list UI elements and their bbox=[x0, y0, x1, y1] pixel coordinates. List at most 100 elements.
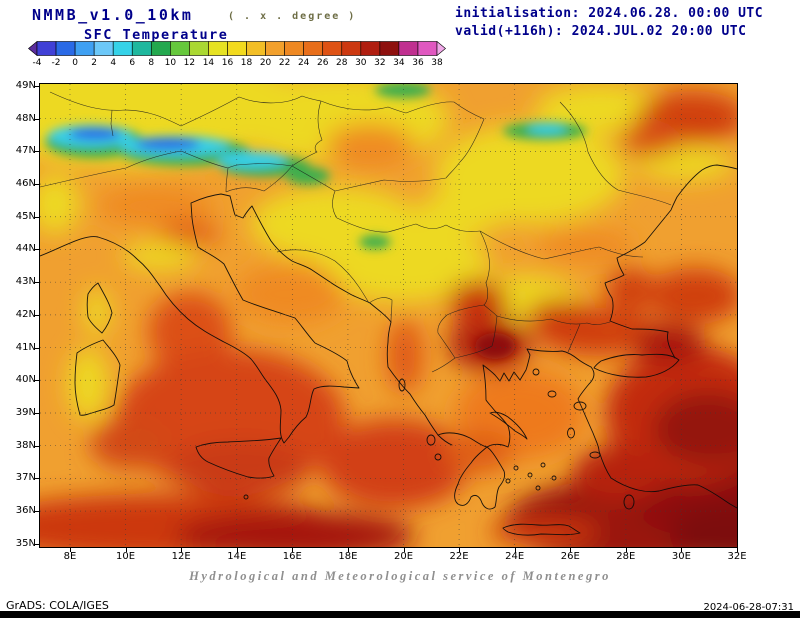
colorbar-tick-labels: -4 -2 0 2 4 6 8 10 12 14 16 18 20 22 24 26 28 30 32 34 36 38 bbox=[28, 58, 446, 70]
lon-axis-label: 32E bbox=[727, 551, 747, 562]
lon-axis-label: 28E bbox=[616, 551, 636, 562]
lon-axis-label: 22E bbox=[449, 551, 469, 562]
lat-axis-label: 46N bbox=[15, 178, 36, 190]
colorbar-cell bbox=[284, 41, 304, 56]
grid-resolution-note: ( . x . degree ) bbox=[228, 11, 357, 22]
lat-tick bbox=[35, 85, 39, 87]
colorbar-tick-label: 24 bbox=[297, 58, 310, 68]
initialisation-time: initialisation: 2024.06.28. 00:00 UTC bbox=[455, 6, 764, 21]
lon-tick bbox=[403, 548, 405, 552]
colorbar-cell bbox=[265, 41, 285, 56]
colorbar-cell bbox=[246, 41, 266, 56]
temperature-field bbox=[40, 84, 737, 547]
colorbar-cell bbox=[360, 41, 381, 56]
lon-tick bbox=[737, 548, 738, 552]
colorbar-tick-label: -2 bbox=[51, 58, 61, 68]
colorbar-cell bbox=[379, 41, 400, 56]
colorbar-tick-label: 36 bbox=[412, 58, 424, 68]
lon-tick bbox=[70, 548, 71, 552]
grads-stamp: GrADS: COLA/IGES bbox=[6, 599, 109, 612]
lat-tick bbox=[35, 151, 39, 153]
colorbar-tick-label: 30 bbox=[355, 58, 367, 68]
colorbar-cell bbox=[170, 41, 190, 56]
lat-axis-label: 35N bbox=[15, 537, 36, 549]
lon-tick bbox=[514, 548, 516, 552]
colorbar-cell bbox=[74, 41, 95, 56]
colorbar-tick-label: -4 bbox=[32, 58, 42, 68]
colorbar-tick-label: 38 bbox=[431, 58, 443, 68]
colorbar-tick-label: 16 bbox=[221, 58, 234, 68]
lat-axis-label: 45N bbox=[15, 210, 36, 222]
colorbar-left-arrow bbox=[28, 40, 38, 57]
lat-axis-label: 48N bbox=[15, 112, 36, 124]
lat-axis-label: 41N bbox=[15, 341, 36, 353]
lat-axis-label: 44N bbox=[15, 243, 36, 255]
lon-tick bbox=[181, 548, 183, 552]
lon-axis-label: 20E bbox=[393, 551, 414, 562]
lon-axis-label: 16E bbox=[282, 551, 302, 562]
colorbar-tick-label: 4 bbox=[110, 58, 117, 68]
colorbar-cell bbox=[208, 41, 228, 56]
lon-axis-label: 24E bbox=[505, 551, 525, 562]
lon-tick bbox=[236, 548, 238, 552]
lon-axis-label: 12E bbox=[171, 551, 191, 562]
colorbar-tick-label: 18 bbox=[240, 58, 253, 68]
lat-tick bbox=[35, 184, 39, 186]
lon-axis-label: 30E bbox=[671, 551, 691, 562]
colorbar-tick-label: 20 bbox=[259, 58, 272, 68]
colorbar-tick-label: 28 bbox=[336, 58, 348, 68]
colorbar-tick-label: 22 bbox=[278, 58, 291, 68]
colorbar-tick-label: 14 bbox=[202, 58, 215, 68]
lon-axis-label: 8E bbox=[63, 551, 77, 562]
lat-axis-label: 37N bbox=[15, 472, 36, 484]
model-title: NMMB_v1.0_10km bbox=[32, 6, 194, 24]
lon-tick bbox=[292, 548, 294, 552]
lat-axis-label: 43N bbox=[15, 276, 36, 288]
colorbar-tick-label: 26 bbox=[316, 58, 329, 68]
lon-axis-label: 26E bbox=[560, 551, 580, 562]
lat-axis-label: 38N bbox=[15, 439, 36, 451]
colorbar-cell bbox=[398, 41, 419, 56]
lat-axis-label: 40N bbox=[15, 374, 36, 386]
lat-axis-label: 42N bbox=[15, 308, 36, 320]
lon-tick bbox=[570, 548, 572, 552]
colorbar-tick-label: 12 bbox=[183, 58, 196, 68]
lat-tick bbox=[35, 380, 39, 382]
render-timestamp: 2024-06-28-07:31 bbox=[703, 602, 794, 613]
colorbar-tick-label: 10 bbox=[164, 58, 177, 68]
colorbar-cell bbox=[55, 41, 76, 56]
valid-time: valid(+116h): 2024.JUL.02 20:00 UTC bbox=[455, 24, 747, 39]
colorbar-tick-label: 0 bbox=[72, 58, 78, 68]
lat-tick bbox=[35, 118, 39, 120]
lon-tick bbox=[625, 548, 627, 552]
field-title: SFC Temperature bbox=[84, 27, 229, 43]
lon-axis-label: 10E bbox=[116, 551, 136, 562]
lon-tick bbox=[459, 548, 461, 552]
lat-tick bbox=[35, 249, 39, 251]
lat-axis-label: 36N bbox=[15, 505, 36, 517]
lat-axis-label: 49N bbox=[15, 79, 36, 91]
colorbar-tick-label: 6 bbox=[129, 58, 136, 68]
lat-tick bbox=[35, 478, 39, 480]
lat-tick bbox=[35, 445, 39, 447]
colorbar-tick-label: 8 bbox=[148, 58, 155, 68]
lat-tick bbox=[35, 412, 39, 414]
lat-tick bbox=[35, 314, 39, 316]
colorbar-cell bbox=[322, 41, 343, 56]
lon-tick bbox=[125, 548, 127, 552]
country-borders bbox=[40, 91, 672, 373]
lat-tick bbox=[35, 347, 39, 349]
temperature-colorbar bbox=[28, 40, 446, 57]
colorbar-tick-label: 32 bbox=[374, 58, 386, 68]
lon-tick bbox=[681, 548, 683, 552]
colorbar-cell bbox=[112, 41, 133, 56]
colorbar-cell bbox=[341, 41, 362, 56]
grid-lines bbox=[40, 84, 737, 547]
lon-axis-label: 14E bbox=[227, 551, 247, 562]
lat-tick bbox=[35, 543, 39, 545]
colorbar-right-arrow bbox=[436, 40, 446, 57]
lon-tick bbox=[347, 548, 349, 552]
lat-tick bbox=[35, 282, 39, 284]
colorbar-cell bbox=[36, 41, 57, 56]
